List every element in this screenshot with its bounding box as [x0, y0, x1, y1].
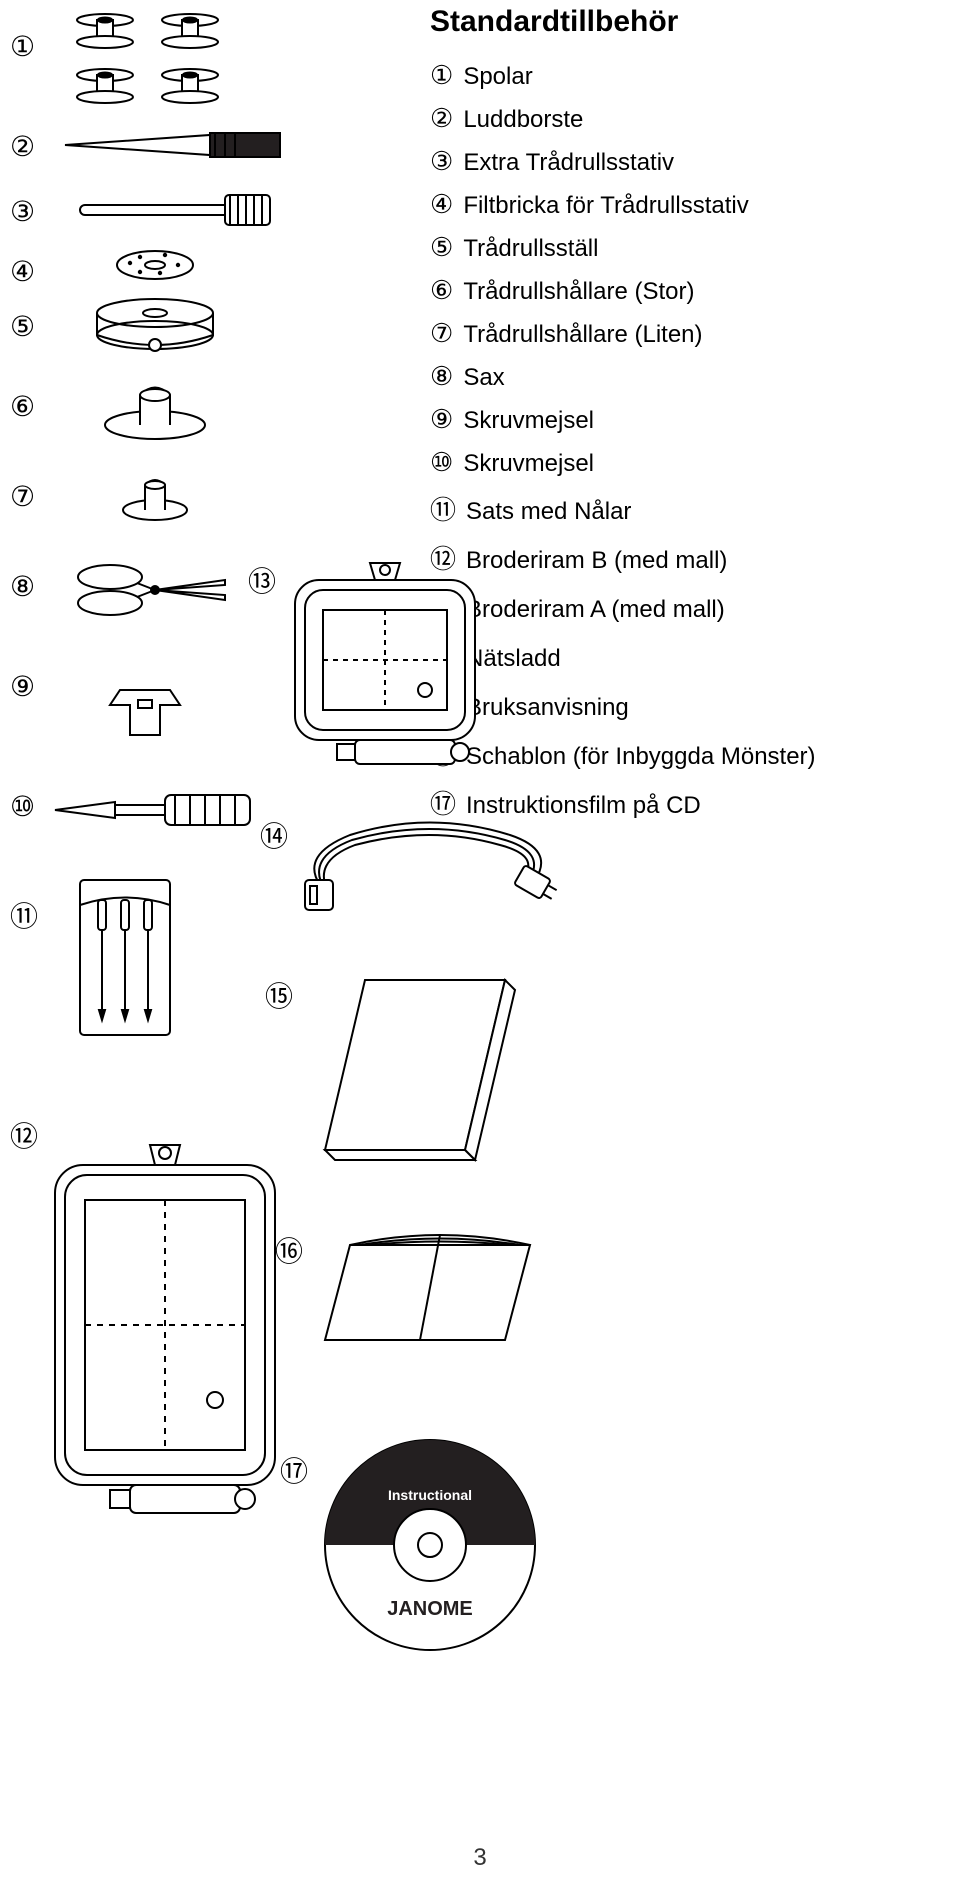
spool-holder-small-icon [115, 470, 195, 525]
needle-set-icon [65, 870, 185, 1050]
list-label: Trådrullshållare (Liten) [463, 321, 702, 349]
label-6: ⑥ [10, 390, 35, 423]
list-num: ⑩ [430, 447, 453, 478]
list-label: Skruvmejsel [463, 407, 594, 435]
hoop-a-icon [275, 555, 495, 785]
label-15: ⑮ [265, 975, 293, 1015]
list-item: ⑤ Trådrullsställ [430, 232, 816, 263]
label-7: ⑦ [10, 480, 35, 513]
manual-book-icon [305, 960, 525, 1180]
list-num: ⑧ [430, 361, 453, 392]
hoop-b-icon [30, 1135, 300, 1535]
label-3: ③ [10, 195, 35, 228]
list-label: Broderiram A (med mall) [466, 596, 725, 624]
scissors-icon [55, 555, 235, 625]
spool-holder-large-icon [95, 375, 215, 445]
label-9: ⑨ [10, 670, 35, 703]
label-5: ⑤ [10, 310, 35, 343]
list-num: ⑦ [430, 318, 453, 349]
list-item: ④ Filtbricka för Trådrullsstativ [430, 189, 816, 220]
label-1: ① [10, 30, 35, 63]
list-item: ① Spolar [430, 60, 816, 91]
label-17: ⑰ [280, 1450, 308, 1490]
list-label: Filtbricka för Trådrullsstativ [463, 192, 748, 220]
list-item: ⑪ Sats med Nålar [430, 490, 816, 527]
cd-brand-text: JANOME [387, 1598, 473, 1620]
list-num: ④ [430, 189, 453, 220]
lint-brush-icon [60, 125, 290, 165]
label-16: ⑯ [275, 1230, 303, 1270]
label-14: ⑭ [260, 815, 288, 855]
list-label: Extra Trådrullsstativ [463, 149, 674, 177]
list-label: Sax [463, 364, 504, 392]
manual-page: Standardtillbehör ①Spolar ②Luddborste ③E… [0, 0, 960, 1882]
screwdriver-icon [45, 780, 265, 840]
label-11: ⑪ [10, 895, 38, 935]
screwdriver-key-icon [80, 650, 210, 750]
list-label: Luddborste [463, 106, 583, 134]
list-item: ⑨ Skruvmejsel [430, 404, 816, 435]
label-2: ② [10, 130, 35, 163]
page-title: Standardtillbehör [430, 5, 678, 39]
list-item: ⑧ Sax [430, 361, 816, 392]
template-sheets-icon [310, 1210, 550, 1360]
list-item: ③ Extra Trådrullsstativ [430, 146, 816, 177]
list-label: Spolar [463, 63, 532, 91]
list-label: Skruvmejsel [463, 450, 594, 478]
label-10: ⑩ [10, 790, 35, 823]
list-num: ⑤ [430, 232, 453, 263]
label-8: ⑧ [10, 570, 35, 603]
list-num: ② [430, 103, 453, 134]
power-cord-icon [290, 800, 570, 930]
list-num: ⑪ [430, 490, 456, 527]
list-item: ② Luddborste [430, 103, 816, 134]
cd-icon: Instructional JANOME [315, 1430, 545, 1660]
bobbins-icon [65, 10, 235, 110]
spool-stand-icon [85, 295, 225, 365]
list-item: ⑦ Trådrullshållare (Liten) [430, 318, 816, 349]
list-item: ⑥ Trådrullshållare (Stor) [430, 275, 816, 306]
felt-ring-icon [110, 245, 200, 285]
list-label: Schablon (för Inbyggda Mönster) [466, 743, 816, 771]
list-label: Trådrullsställ [463, 235, 598, 263]
list-num: ① [430, 60, 453, 91]
list-label: Sats med Nålar [466, 498, 631, 526]
page-number: 3 [473, 1844, 486, 1872]
cd-top-text: Instructional [388, 1487, 472, 1503]
list-num: ③ [430, 146, 453, 177]
list-label: Broderiram B (med mall) [466, 547, 727, 575]
list-label: Trådrullshållare (Stor) [463, 278, 694, 306]
list-item: ⑩ Skruvmejsel [430, 447, 816, 478]
label-13: ⑬ [248, 560, 276, 600]
list-num: ⑥ [430, 275, 453, 306]
label-4: ④ [10, 255, 35, 288]
spool-pin-icon [70, 185, 290, 235]
list-num: ⑨ [430, 404, 453, 435]
